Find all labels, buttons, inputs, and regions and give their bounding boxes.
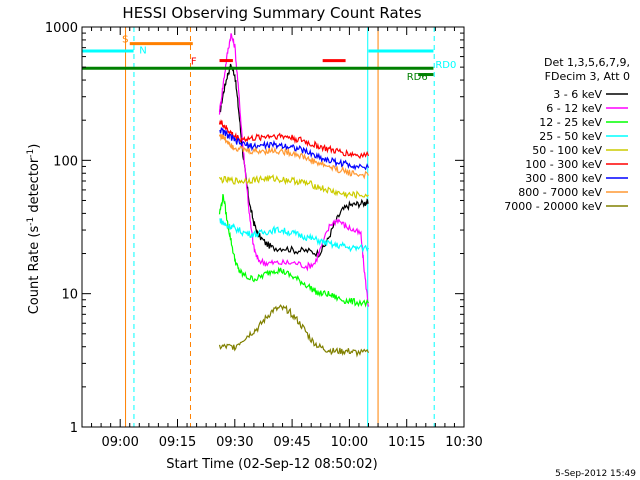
y-tick-label-1: 1 (70, 421, 78, 436)
series-line-50-100-kev (218, 173, 369, 200)
x-tick-label-09-30: 09:30 (216, 435, 253, 450)
series-line-6-12-kev (218, 33, 370, 307)
state-label-rd6: RD6 (407, 72, 428, 83)
series-line-7000-20000-kev (218, 304, 370, 358)
x-tick-label-09-00: 09:00 (101, 435, 138, 450)
timestamp: 5-Sep-2012 15:49 (555, 469, 636, 479)
time-marker-lines (125, 27, 435, 427)
attenuator-bars: SN F RD0 RD6 (82, 34, 456, 83)
state-label-f: F (191, 57, 197, 68)
legend-header-line-1: Det 1,3,5,6,7,9, (544, 56, 630, 69)
legend-header-line-2: FDecim 3, Att 0 (545, 70, 630, 83)
legend-label-12-25-kev: 12 - 25 keV (539, 116, 602, 129)
plot-frame (81, 26, 465, 428)
y-axis-ticks: 1 10 100 1000 (45, 21, 464, 436)
legend-label-25-50-kev: 25 - 50 keV (539, 130, 602, 143)
series-line-800-7000-kev (218, 134, 370, 180)
state-label-rd0: RD0 (435, 60, 456, 71)
legend-label-3-6-kev: 3 - 6 keV (553, 88, 602, 101)
x-tick-label-10-00: 10:00 (331, 435, 368, 450)
state-label-n: N (139, 45, 146, 56)
series-line-300-800-kev (219, 127, 370, 171)
x-tick-label-10-30: 10:30 (445, 435, 482, 450)
legend-label-6-12-kev: 6 - 12 keV (546, 102, 602, 115)
x-axis-ticks: 09:00 09:15 09:30 09:45 10:00 10:15 10:30 (81, 27, 483, 450)
y-tick-label-1000: 1000 (45, 21, 78, 36)
series-lines (218, 33, 370, 358)
y-tick-label-10: 10 (61, 288, 78, 303)
legend-label-7000-20000-kev: 7000 - 20000 keV (504, 200, 602, 213)
legend: Det 1,3,5,6,7,9, FDecim 3, Att 0 3 - 6 k… (504, 56, 630, 213)
y-axis-label: Count Rate (s-1 detector-1) (26, 144, 42, 315)
legend-label-50-100-kev: 50 - 100 keV (532, 144, 602, 157)
legend-label-800-7000-kev: 800 - 7000 keV (518, 186, 602, 199)
y-tick-label-100: 100 (53, 154, 78, 169)
series-line-3-6-kev (218, 63, 369, 258)
series-line-25-50-kev (219, 218, 370, 253)
x-tick-label-09-45: 09:45 (273, 435, 310, 450)
x-tick-label-09-15: 09:15 (159, 435, 196, 450)
legend-label-300-800-kev: 300 - 800 keV (525, 172, 602, 185)
state-label-s: S (122, 34, 128, 45)
chart-title: HESSI Observing Summary Count Rates (122, 4, 421, 22)
series-line-12-25-kev (218, 194, 370, 308)
legend-label-100-300-kev: 100 - 300 keV (525, 158, 602, 171)
x-axis-label: Start Time (02-Sep-12 08:50:02) (166, 457, 377, 472)
x-tick-label-10-15: 10:15 (388, 435, 425, 450)
